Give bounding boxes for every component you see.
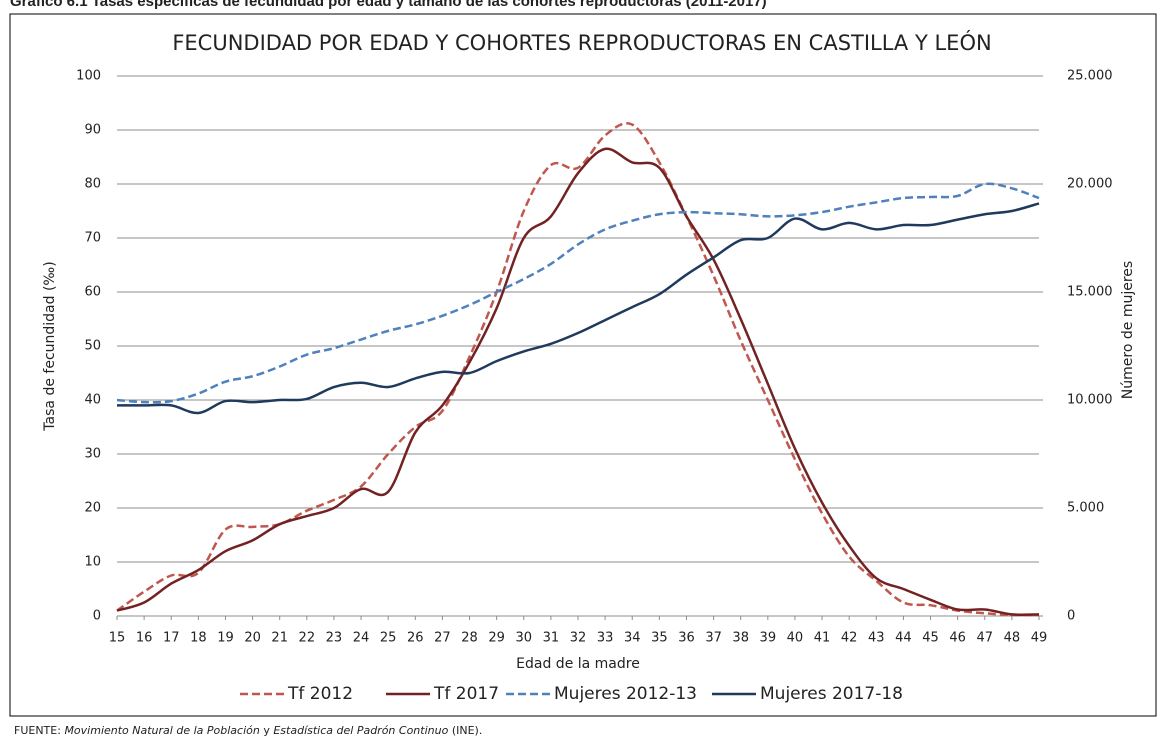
x-tick-label: 24 xyxy=(353,631,370,646)
y-tick-label: 60 xyxy=(84,285,101,300)
x-tick-label: 26 xyxy=(407,631,424,646)
x-tick-label: 46 xyxy=(949,631,966,646)
x-tick-label: 34 xyxy=(624,631,641,646)
x-tick-label: 19 xyxy=(217,631,234,646)
legend-label: Tf 2017 xyxy=(433,684,499,704)
legend-label: Tf 2012 xyxy=(287,684,353,704)
x-tick-label: 29 xyxy=(488,631,505,646)
source-suffix: (INE). xyxy=(448,724,482,737)
x-tick-label: 36 xyxy=(678,631,695,646)
x-tick-label: 22 xyxy=(299,631,316,646)
series-line xyxy=(117,202,1040,415)
x-tick-label: 27 xyxy=(434,631,451,646)
x-tick-label: 48 xyxy=(1004,631,1021,646)
x-tick-label: 45 xyxy=(922,631,939,646)
y-tick-label: 10 xyxy=(84,555,101,570)
frame xyxy=(9,13,1157,717)
series-line xyxy=(116,122,1040,617)
y-tick-label: 0 xyxy=(93,609,101,624)
x-tick-label: 28 xyxy=(461,631,478,646)
y-tick-label: 90 xyxy=(84,123,101,138)
source-note: FUENTE: Movimiento Natural de la Poblaci… xyxy=(14,724,482,737)
y-tick-label: 50 xyxy=(84,339,101,354)
x-tick-label: 47 xyxy=(976,631,993,646)
y2-axis-label: Número de mujeres xyxy=(1120,261,1136,399)
series-line xyxy=(116,182,1040,404)
chart-title: FECUNDIDAD POR EDAD Y COHORTES REPRODUCT… xyxy=(172,30,991,55)
caption: Gráfico 6.1 Tasas específicas de fecundi… xyxy=(10,0,767,10)
y2-tick-label: 15.000 xyxy=(1067,285,1113,300)
y-tick-label: 100 xyxy=(76,69,101,84)
y2-tick-label: 10.000 xyxy=(1067,393,1113,408)
x-tick-label: 41 xyxy=(814,631,831,646)
y2-tick-label: 20.000 xyxy=(1067,177,1113,192)
x-tick-label: 35 xyxy=(651,631,668,646)
x-tick-label: 38 xyxy=(732,631,749,646)
x-tick-label: 18 xyxy=(190,631,207,646)
legend-label: Mujeres 2012-13 xyxy=(554,684,697,704)
x-tick-label: 25 xyxy=(380,631,397,646)
x-tick-label: 16 xyxy=(136,631,153,646)
x-tick-label: 43 xyxy=(868,631,885,646)
x-tick-label: 20 xyxy=(244,631,261,646)
y2-tick-label: 0 xyxy=(1067,609,1075,624)
y-tick-label: 70 xyxy=(84,231,101,246)
legend-label: Mujeres 2017-18 xyxy=(760,684,903,704)
series-line xyxy=(116,147,1040,616)
y-tick-label: 30 xyxy=(84,447,101,462)
x-tick-label: 33 xyxy=(597,631,614,646)
x-tick-label: 37 xyxy=(705,631,722,646)
x-tick-label: 15 xyxy=(109,631,126,646)
x-axis-label: Edad de la madre xyxy=(516,656,640,672)
y-tick-label: 40 xyxy=(84,393,101,408)
x-tick-label: 32 xyxy=(570,631,587,646)
x-tick-label: 40 xyxy=(787,631,804,646)
source-title: Movimiento Natural de la Población xyxy=(64,724,259,737)
x-tick-label: 17 xyxy=(163,631,180,646)
y-tick-label: 80 xyxy=(84,177,101,192)
x-tick-label: 44 xyxy=(895,631,912,646)
y-tick-label: 20 xyxy=(84,501,101,516)
source-mid: y xyxy=(260,724,274,737)
x-tick-label: 31 xyxy=(543,631,560,646)
x-tick-label: 30 xyxy=(515,631,532,646)
y-axis-label: Tasa de fecundidad (‰) xyxy=(42,261,58,431)
x-tick-label: 21 xyxy=(271,631,288,646)
y2-tick-label: 25.000 xyxy=(1067,69,1113,84)
source-prefix: FUENTE: xyxy=(14,724,64,737)
y2-tick-label: 5.000 xyxy=(1067,501,1104,516)
source-title: Estadística del Padrón Continuo xyxy=(273,724,448,737)
x-tick-label: 23 xyxy=(326,631,343,646)
x-tick-label: 39 xyxy=(760,631,777,646)
x-tick-label: 42 xyxy=(841,631,858,646)
x-tick-label: 49 xyxy=(1031,631,1048,646)
